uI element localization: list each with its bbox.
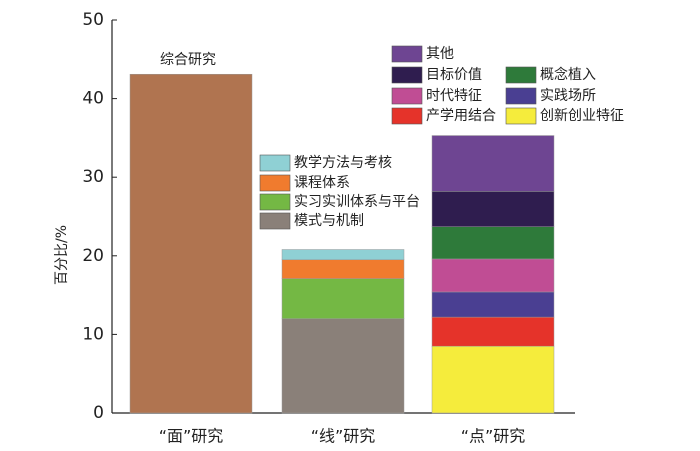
x-tick-label: “线”研究: [311, 427, 376, 446]
bar-label: 综合研究: [160, 52, 216, 68]
legend-label: 实习实训体系与平台: [294, 194, 420, 210]
legend-label: 课程体系: [294, 175, 350, 191]
bar-segment: [431, 345, 555, 414]
bar-segment: [281, 259, 405, 279]
legend-swatch: [505, 87, 537, 105]
legend-label: 其他: [426, 46, 454, 62]
legend-label: 时代特征: [426, 88, 482, 104]
x-tick-label: “面”研究: [159, 427, 224, 446]
bar-segment: [431, 226, 555, 260]
legend-swatch: [391, 87, 423, 105]
y-tick-label: 50: [82, 10, 104, 30]
legend-swatch: [259, 174, 291, 192]
legend-swatch: [505, 107, 537, 125]
legend-label: 实践场所: [540, 88, 596, 104]
bar-segment: [129, 73, 253, 414]
legend-swatch: [259, 212, 291, 230]
bar-segment: [431, 316, 555, 347]
y-tick-label: 30: [82, 167, 104, 187]
legend-label: 概念植入: [540, 66, 596, 83]
y-tick-label: 10: [82, 324, 104, 344]
legend-swatch: [259, 154, 291, 172]
bar-segment: [281, 249, 405, 260]
legend-swatch: [259, 193, 291, 211]
legend-swatch: [391, 45, 423, 63]
bar-segment: [281, 278, 405, 319]
bar-segment: [431, 291, 555, 318]
bar-segment: [281, 318, 405, 414]
y-axis-title: 百分比/%: [54, 225, 70, 285]
legend-swatch: [391, 107, 423, 125]
legend-label: 创新创业特征: [540, 108, 624, 124]
legend-swatch: [505, 66, 537, 84]
legend-label: 目标价值: [426, 67, 482, 83]
y-tick-label: 20: [82, 246, 104, 266]
legend-label: 教学方法与考核: [294, 155, 392, 171]
y-tick-label: 40: [82, 89, 104, 109]
legend-label: 产学用结合: [426, 108, 496, 124]
bar-segment: [431, 135, 555, 192]
y-tick-label: 0: [93, 403, 104, 423]
legend-label: 模式与机制: [294, 213, 364, 229]
legend-swatch: [391, 66, 423, 84]
x-tick-label: “点”研究: [461, 427, 526, 446]
bar-segment: [431, 191, 555, 227]
bar-segment: [431, 258, 555, 293]
